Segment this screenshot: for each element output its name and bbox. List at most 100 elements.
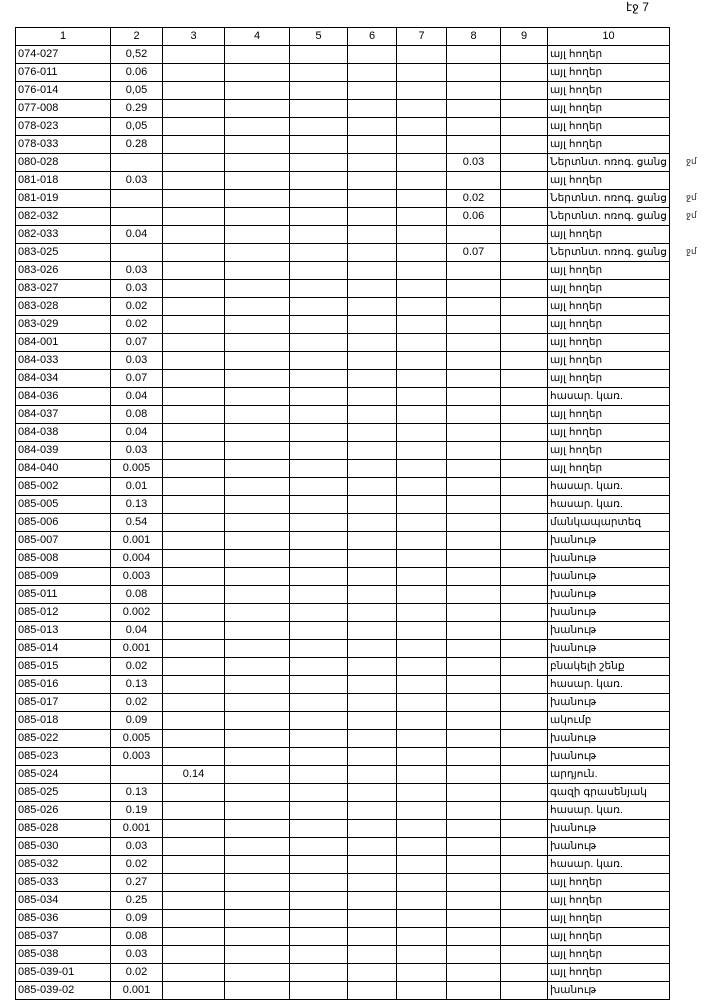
area-cell-col2: 0.004	[110, 549, 163, 568]
area-cell-col8: 0.03	[446, 153, 501, 172]
area-cell-col3	[162, 945, 225, 964]
land-use-cell: այլ հողեր	[547, 81, 670, 100]
area-cell-col8	[446, 99, 501, 118]
parcel-code-cell: 081-018	[15, 171, 111, 190]
column-header-7: 7	[396, 27, 447, 46]
area-cell-col3	[162, 279, 225, 298]
land-use-cell: խանութ	[547, 747, 670, 766]
parcel-code-cell: 083-029	[15, 315, 111, 334]
area-cell-col3	[162, 99, 225, 118]
land-register-table: 1 2 3 4 5 6 7 8 9 10 074-027 0,52 այլ հողեր 076-011 0.…	[15, 27, 670, 1000]
area-cell-col9	[500, 243, 548, 262]
area-cell-col7	[396, 513, 447, 532]
land-use-cell: այլ հողեր	[547, 333, 670, 352]
table-row: 085-015 0.02 բնակելի շենք	[15, 657, 670, 676]
area-cell-col4	[224, 441, 290, 460]
table-row: 085-038 0.03 այլ հողեր	[15, 945, 670, 964]
area-cell-col7	[396, 621, 447, 640]
area-cell-col5	[289, 531, 348, 550]
land-use-cell: արդյուն.	[547, 765, 670, 784]
area-cell-col3	[162, 693, 225, 712]
area-cell-col8	[446, 441, 501, 460]
area-cell-col2: 0.005	[110, 459, 163, 478]
table-row: 078-023 0,05 այլ հողեր	[15, 117, 670, 136]
column-header-8: 8	[446, 27, 501, 46]
area-cell-col9	[500, 351, 548, 370]
area-cell-col4	[224, 243, 290, 262]
land-use-cell: Ներտնտ. ոռոգ. ցանց	[547, 243, 670, 262]
table-row: 074-027 0,52 այլ հողեր	[15, 45, 670, 64]
area-cell-col8	[446, 369, 501, 388]
area-cell-col9	[500, 225, 548, 244]
parcel-code-cell: 084-040	[15, 459, 111, 478]
land-use-cell: Ներտնտ. ոռոգ. ցանց	[547, 189, 670, 208]
area-cell-col6	[347, 297, 397, 316]
area-cell-col4	[224, 81, 290, 100]
parcel-code-cell: 084-036	[15, 387, 111, 406]
area-cell-col3	[162, 225, 225, 244]
area-cell-col4	[224, 387, 290, 406]
area-cell-col6	[347, 585, 397, 604]
table-row: 085-034 0.25 այլ հողեր	[15, 891, 670, 910]
area-cell-col9	[500, 81, 548, 100]
table-row: 076-011 0.06 այլ հողեր	[15, 63, 670, 82]
area-cell-col5	[289, 81, 348, 100]
table-row: 085-025 0.13 գազի գրասենյակ	[15, 783, 670, 802]
area-cell-col7	[396, 531, 447, 550]
area-cell-col5	[289, 603, 348, 622]
land-use-cell: այլ հողեր	[547, 405, 670, 424]
area-cell-col6	[347, 675, 397, 694]
area-cell-col2: 0,52	[110, 45, 163, 64]
area-cell-col8	[446, 261, 501, 280]
area-cell-col6	[347, 405, 397, 424]
area-cell-col3	[162, 855, 225, 874]
area-cell-col2: 0.02	[110, 963, 163, 982]
area-cell-col6	[347, 495, 397, 514]
area-cell-col6	[347, 801, 397, 820]
column-header-6: 6	[347, 27, 397, 46]
land-use-cell: այլ հողեր	[547, 891, 670, 910]
area-cell-col7	[396, 243, 447, 262]
area-cell-col6	[347, 153, 397, 172]
area-cell-col6	[347, 117, 397, 136]
area-cell-col9	[500, 927, 548, 946]
area-cell-col3	[162, 171, 225, 190]
table-row: 076-014 0,05 այլ հողեր	[15, 81, 670, 100]
area-cell-col9	[500, 315, 548, 334]
area-cell-col5	[289, 45, 348, 64]
land-use-cell: այլ հողեր	[547, 99, 670, 118]
area-cell-col7	[396, 81, 447, 100]
table-row: 083-027 0.03 այլ հողեր	[15, 279, 670, 298]
area-cell-col7	[396, 387, 447, 406]
area-cell-col5	[289, 243, 348, 262]
land-use-cell: այլ հողեր	[547, 351, 670, 370]
area-cell-col6	[347, 873, 397, 892]
area-cell-col6	[347, 729, 397, 748]
area-cell-col3	[162, 351, 225, 370]
area-cell-col2: 0.001	[110, 819, 163, 838]
area-cell-col5	[289, 693, 348, 712]
area-cell-col6	[347, 261, 397, 280]
land-use-cell: խանութ	[547, 639, 670, 658]
area-cell-col2: 0.001	[110, 639, 163, 658]
parcel-code-cell: 076-014	[15, 81, 111, 100]
area-cell-col9	[500, 207, 548, 226]
area-cell-col2: 0.07	[110, 333, 163, 352]
area-cell-col4	[224, 639, 290, 658]
area-cell-col3	[162, 333, 225, 352]
area-cell-col9	[500, 621, 548, 640]
area-cell-col3	[162, 81, 225, 100]
area-cell-col8	[446, 405, 501, 424]
area-cell-col7	[396, 423, 447, 442]
area-cell-col3	[162, 657, 225, 676]
area-cell-col3	[162, 477, 225, 496]
area-cell-col6	[347, 369, 397, 388]
area-cell-col8	[446, 81, 501, 100]
area-cell-col2: 0.002	[110, 603, 163, 622]
area-cell-col7	[396, 441, 447, 460]
area-cell-col6	[347, 567, 397, 586]
margin-note: ջմ	[686, 210, 697, 220]
table-row: 085-012 0.002 խանութ	[15, 603, 670, 622]
parcel-code-cell: 085-007	[15, 531, 111, 550]
area-cell-col5	[289, 333, 348, 352]
